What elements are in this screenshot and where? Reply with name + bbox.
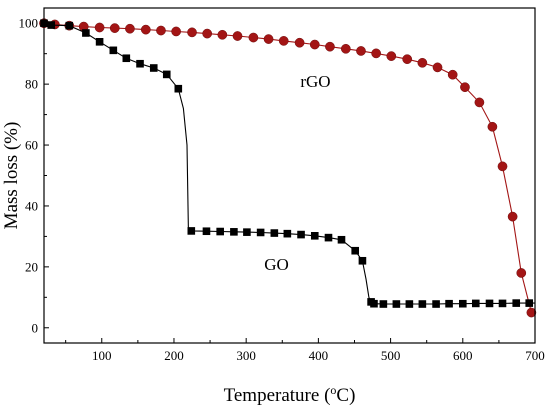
rgo-point [278, 36, 289, 46]
y-axis-ticks: 0 20 40 60 80 100 [19, 16, 49, 335]
rgo-point [371, 48, 381, 59]
go-point [405, 300, 414, 308]
go-point [109, 46, 118, 55]
go-point [351, 246, 360, 255]
rgo-point [156, 25, 166, 36]
go-line [43, 22, 535, 305]
y-tick-label: 80 [25, 77, 38, 92]
rgo-point [356, 46, 366, 56]
rgo-point [125, 23, 135, 34]
rgo-point [386, 51, 397, 61]
go-point [498, 299, 507, 308]
x-axis-ticks: 100 200 300 400 500 600 700 [65, 338, 545, 363]
rgo-point [202, 28, 213, 39]
rgo-point [340, 43, 351, 54]
x-tick-label: 400 [309, 348, 329, 363]
go-point [162, 70, 171, 79]
y-tick-label: 60 [25, 138, 38, 153]
rgo-point [187, 27, 197, 38]
rgo-point [217, 29, 228, 40]
x-tick-label: 200 [164, 348, 184, 363]
rgo-annotation: rGO [300, 72, 330, 91]
plot-area-frame [43, 7, 536, 344]
go-point [65, 21, 74, 30]
go-point [95, 38, 104, 46]
go-point [512, 299, 521, 307]
rgo-point [497, 161, 508, 172]
rgo-point [516, 268, 527, 278]
go-point [122, 54, 131, 63]
rgo-point [248, 32, 259, 43]
go-point [432, 300, 440, 308]
rgo-point [474, 97, 485, 108]
go-point [485, 299, 494, 308]
x-tick-label: 700 [525, 348, 545, 363]
rgo-point [526, 307, 537, 318]
go-point [392, 300, 401, 308]
rgo-point [432, 62, 443, 73]
rgo-point [94, 22, 105, 33]
rgo-point [171, 26, 181, 37]
rgo-point [309, 39, 320, 50]
go-point [216, 227, 224, 236]
rgo-point [232, 31, 243, 41]
go-point [337, 235, 346, 244]
go-point [310, 232, 319, 240]
go-point [297, 230, 305, 239]
go-point [202, 227, 211, 236]
rgo-point [447, 69, 458, 80]
go-point [243, 228, 251, 236]
go-point [471, 299, 480, 308]
rgo-point [325, 41, 335, 52]
rgo-point [294, 37, 305, 48]
rgo-point [402, 54, 413, 65]
go-point [136, 59, 144, 68]
rgo-point [109, 23, 120, 33]
go-point [174, 84, 183, 93]
rgo-point [487, 121, 498, 132]
go-point [370, 299, 378, 308]
go-point [47, 21, 56, 29]
x-tick-label: 600 [453, 348, 473, 363]
go-point [358, 256, 367, 265]
go-point [525, 299, 534, 307]
go-point [270, 229, 279, 237]
go-point [418, 300, 427, 308]
rgo-point [140, 24, 151, 35]
go-point [324, 233, 333, 242]
go-point [82, 29, 90, 37]
go-point [187, 227, 196, 235]
go-point [458, 299, 467, 308]
y-tick-label: 20 [25, 259, 38, 274]
rgo-point [507, 211, 518, 222]
rgo-point [417, 57, 428, 68]
go-point [283, 229, 292, 238]
go-point [379, 300, 388, 308]
y-tick-label: 0 [32, 320, 39, 335]
go-point [256, 228, 265, 237]
y-tick-label: 100 [19, 16, 39, 31]
x-tick-label: 300 [236, 348, 256, 363]
y-tick-label: 40 [25, 198, 38, 213]
y-axis-label: Mass loss (%) [1, 122, 22, 230]
go-point [230, 228, 238, 236]
series-layer [39, 18, 537, 318]
go-annotation: GO [264, 255, 289, 274]
go-point [445, 299, 453, 308]
rgo-point [263, 34, 274, 44]
rgo-point [460, 82, 470, 93]
x-tick-label: 100 [92, 348, 112, 363]
go-point [149, 64, 158, 72]
x-axis-label: Temperature (oC) [224, 383, 356, 406]
x-tick-label: 500 [381, 348, 401, 363]
